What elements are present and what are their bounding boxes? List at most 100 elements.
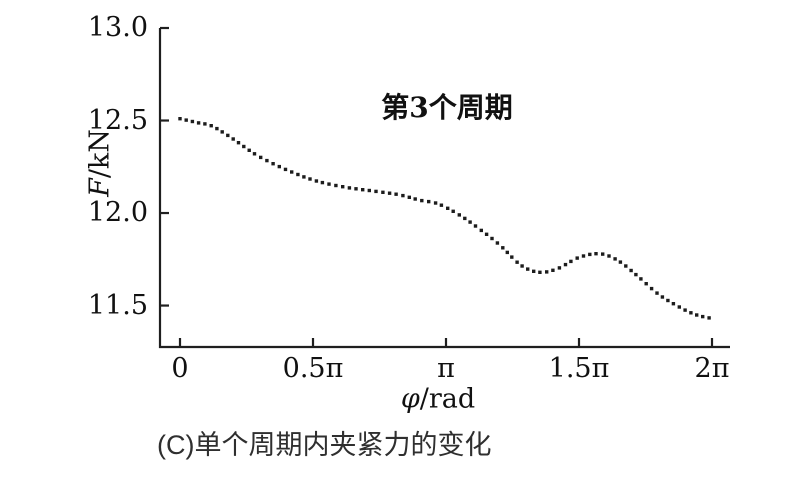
axis-spines — [158, 28, 730, 349]
data-dot — [563, 262, 568, 267]
y-tick-label: 11.5 — [87, 289, 148, 321]
data-dot — [220, 130, 224, 134]
data-dot — [484, 232, 489, 236]
data-dot — [247, 148, 251, 152]
data-dot — [601, 252, 605, 256]
data-dot — [479, 228, 483, 233]
data-dot — [283, 167, 288, 172]
data-dot — [236, 141, 241, 145]
data-dot — [649, 286, 654, 291]
data-dot — [226, 133, 230, 138]
x-tick-label: 1.5π — [548, 353, 610, 384]
y-tick-label: 12.5 — [87, 104, 148, 136]
data-dot — [209, 124, 213, 128]
x-tick-label: 2π — [694, 353, 730, 384]
data-dot — [707, 316, 711, 320]
data-dot — [671, 302, 676, 306]
x-axis-label-symbol: φ — [400, 383, 420, 415]
data-dot — [501, 246, 505, 250]
data-dot — [296, 172, 300, 177]
data-dot — [613, 257, 617, 261]
data-dot — [184, 118, 188, 122]
data-dot — [290, 170, 294, 174]
data-dot — [624, 264, 628, 268]
data-dot — [178, 117, 182, 121]
data-dot — [594, 252, 598, 256]
data-dot — [265, 158, 269, 163]
data-dot — [367, 188, 371, 193]
x-tick-label: 0 — [171, 353, 189, 384]
data-dot — [545, 270, 549, 274]
data-dot — [334, 183, 338, 188]
data-dot — [618, 260, 623, 264]
data-dot — [575, 256, 579, 260]
data-dot — [231, 137, 235, 141]
chart-annotation: 第3个周期 — [381, 91, 513, 124]
data-dot — [588, 252, 592, 257]
data-dot — [327, 182, 331, 186]
y-axis-label: F/kN — [85, 129, 116, 197]
data-dot — [277, 164, 281, 169]
data-dot — [361, 188, 365, 192]
data-dot — [271, 162, 275, 166]
data-dot — [473, 224, 478, 228]
data-dot — [526, 267, 530, 271]
data-dot — [215, 126, 219, 131]
data-dot — [557, 266, 562, 270]
data-dot — [427, 199, 431, 204]
data-dot — [634, 272, 638, 277]
data-dot — [439, 203, 444, 207]
data-dot — [490, 236, 494, 241]
data-dot — [259, 155, 263, 160]
figure-caption: (C)单个周期内夹紧力的变化 — [157, 430, 492, 460]
data-dot — [463, 216, 467, 221]
data-dot — [629, 268, 633, 273]
data-dot — [347, 186, 352, 190]
data-dot — [695, 313, 699, 317]
x-tick-label: 0.5π — [282, 353, 344, 384]
data-dot — [701, 314, 705, 319]
data-dot — [420, 198, 424, 203]
y-tick-label: 12.0 — [87, 197, 148, 229]
data-dot — [666, 298, 670, 303]
data-dot — [689, 311, 693, 315]
data-dot — [314, 179, 319, 183]
data-dot — [495, 241, 500, 245]
data-dot — [387, 191, 392, 195]
data-dot — [538, 270, 542, 274]
data-dot — [677, 305, 681, 309]
data-dot — [341, 185, 345, 189]
data-dot — [320, 180, 325, 185]
data-dot — [302, 175, 306, 179]
data-dot — [683, 308, 687, 312]
y-tick-label: 13.0 — [87, 12, 148, 43]
x-tick-label: π — [437, 353, 455, 384]
data-dot — [401, 193, 405, 198]
data-dot — [242, 144, 246, 149]
data-dot — [394, 192, 398, 196]
data-dot — [510, 255, 514, 259]
data-dot — [569, 259, 573, 264]
data-dot — [505, 250, 509, 255]
data-dot — [551, 268, 555, 272]
data-dot — [354, 187, 358, 191]
data-dot — [407, 195, 411, 199]
data-dot — [433, 201, 438, 205]
x-axis-label: φ/rad — [401, 384, 475, 415]
chart-canvas — [158, 26, 730, 349]
data-dot — [515, 260, 519, 264]
data-dot — [374, 189, 378, 194]
data-dot — [252, 152, 257, 156]
data-dot — [203, 122, 207, 126]
x-axis-label-unit: /rad — [419, 383, 476, 415]
data-dot — [532, 269, 536, 273]
data-dot — [190, 119, 195, 124]
data-dot — [446, 206, 450, 210]
data-dot — [457, 213, 461, 217]
data-dot — [413, 197, 417, 201]
y-axis-label-unit: /kN — [84, 129, 116, 179]
data-dot — [520, 264, 524, 268]
data-dot — [644, 282, 648, 286]
data-dot — [196, 121, 201, 125]
